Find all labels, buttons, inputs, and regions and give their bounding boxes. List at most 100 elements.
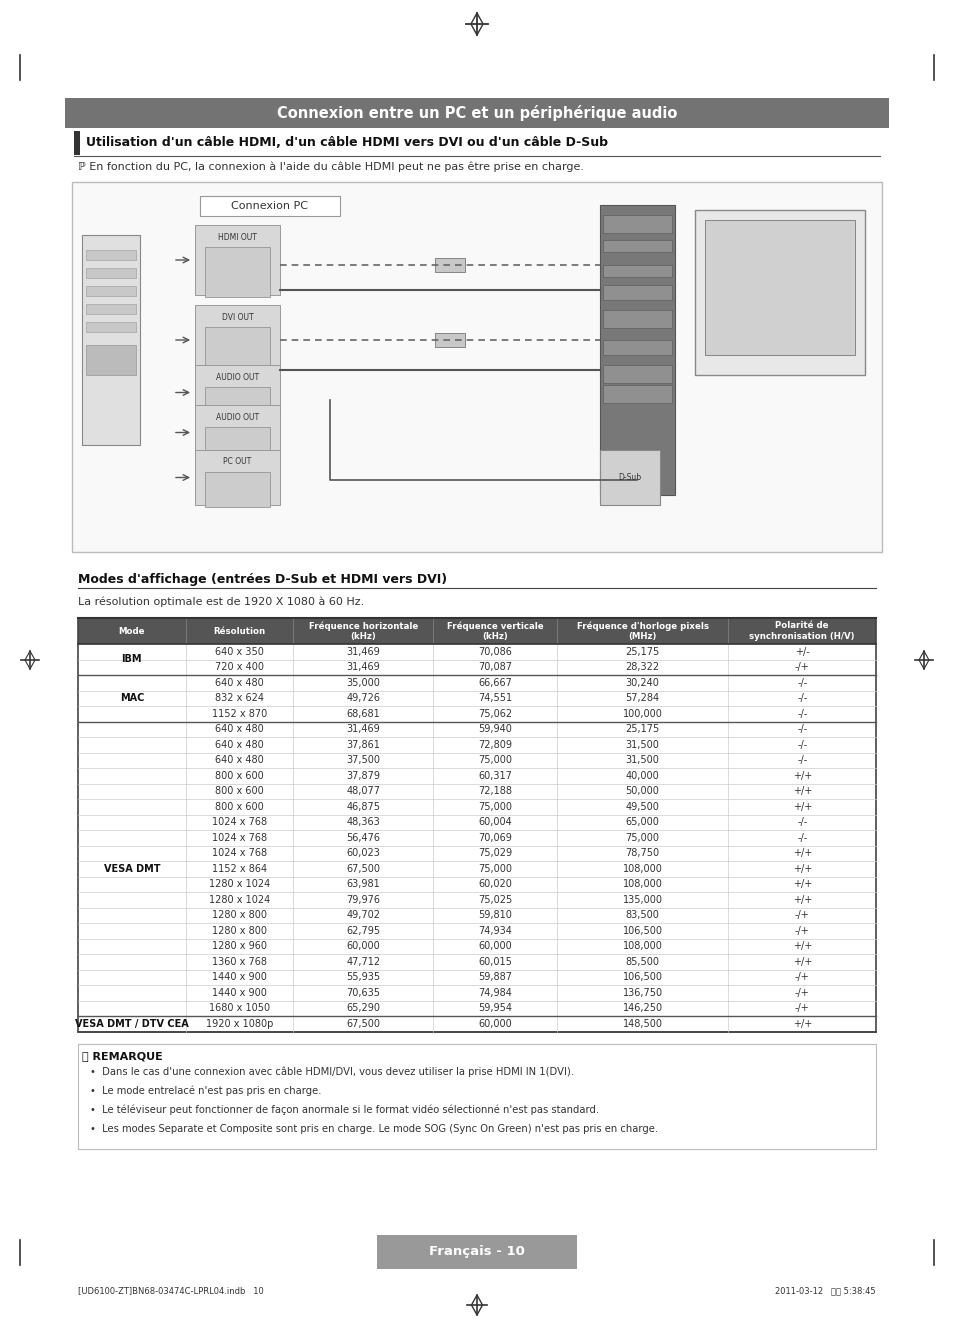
Text: -/-: -/- — [796, 709, 806, 719]
Text: +/+: +/+ — [792, 848, 811, 859]
Text: -/+: -/+ — [794, 988, 809, 997]
Bar — [602, 310, 671, 328]
Text: 720 x 400: 720 x 400 — [214, 662, 264, 672]
Bar — [78, 721, 875, 737]
Text: 1024 x 768: 1024 x 768 — [212, 818, 267, 827]
Text: Connexion entre un PC et un périphérique audio: Connexion entre un PC et un périphérique… — [276, 104, 677, 122]
Bar — [194, 305, 280, 375]
Text: 106,500: 106,500 — [622, 972, 662, 983]
Text: -/+: -/+ — [794, 972, 809, 983]
Text: VESA DMT / DTV CEA: VESA DMT / DTV CEA — [75, 1018, 189, 1029]
Text: AUDIO OUT: AUDIO OUT — [215, 412, 259, 421]
Text: 108,000: 108,000 — [622, 864, 661, 873]
Bar — [78, 799, 875, 815]
Text: 70,086: 70,086 — [477, 647, 512, 657]
Text: 1152 x 870: 1152 x 870 — [212, 709, 267, 719]
Text: 85,500: 85,500 — [625, 956, 659, 967]
Text: 100,000: 100,000 — [622, 709, 661, 719]
Bar — [435, 258, 464, 272]
Text: -/-: -/- — [796, 818, 806, 827]
Bar — [376, 1235, 577, 1269]
Text: Fréquence verticale
(kHz): Fréquence verticale (kHz) — [446, 621, 542, 641]
Text: 75,000: 75,000 — [477, 802, 512, 811]
Text: 60,004: 60,004 — [477, 818, 512, 827]
Text: PC OUT: PC OUT — [223, 457, 252, 466]
Text: +/+: +/+ — [792, 1018, 811, 1029]
Text: Connexion PC: Connexion PC — [232, 201, 308, 211]
Bar — [78, 815, 875, 830]
Text: 800 x 600: 800 x 600 — [215, 786, 264, 797]
Text: 65,290: 65,290 — [346, 1003, 380, 1013]
Text: 72,809: 72,809 — [477, 740, 512, 750]
Text: 1440 x 900: 1440 x 900 — [212, 972, 267, 983]
Text: 136,750: 136,750 — [622, 988, 662, 997]
Text: 74,551: 74,551 — [477, 694, 512, 703]
Text: 59,940: 59,940 — [477, 724, 512, 734]
Text: 60,015: 60,015 — [477, 956, 512, 967]
Text: 135,000: 135,000 — [622, 894, 662, 905]
Bar — [86, 304, 136, 314]
Text: Français - 10: Français - 10 — [429, 1246, 524, 1259]
Bar — [599, 450, 659, 505]
Text: ⓘ REMARQUE: ⓘ REMARQUE — [82, 1052, 163, 1062]
Bar — [78, 659, 875, 675]
Text: 640 x 350: 640 x 350 — [215, 647, 264, 657]
Text: 1280 x 1024: 1280 x 1024 — [209, 894, 270, 905]
Bar — [78, 618, 875, 1032]
Text: -/-: -/- — [796, 832, 806, 843]
Text: 56,476: 56,476 — [346, 832, 380, 843]
Bar — [78, 783, 875, 799]
Text: •  Le téléviseur peut fonctionner de façon anormale si le format vidéo sélection: • Le téléviseur peut fonctionner de faço… — [90, 1104, 598, 1115]
Bar — [78, 845, 875, 861]
Text: 146,250: 146,250 — [622, 1003, 662, 1013]
Text: -/+: -/+ — [794, 662, 809, 672]
Text: +/-: +/- — [794, 647, 809, 657]
Text: 74,934: 74,934 — [477, 926, 512, 935]
Polygon shape — [25, 651, 35, 668]
Text: -/-: -/- — [796, 756, 806, 765]
Text: 1280 x 800: 1280 x 800 — [212, 910, 267, 921]
Bar — [205, 328, 270, 376]
Text: +/+: +/+ — [792, 770, 811, 781]
Bar — [602, 266, 671, 277]
Text: La résolution optimale est de 1920 X 1080 à 60 Hz.: La résolution optimale est de 1920 X 108… — [78, 597, 364, 608]
Text: 66,667: 66,667 — [477, 678, 512, 688]
Text: 62,795: 62,795 — [346, 926, 380, 935]
Text: 75,000: 75,000 — [477, 756, 512, 765]
Bar — [194, 365, 280, 420]
Text: •  Le mode entrelacé n'est pas pris en charge.: • Le mode entrelacé n'est pas pris en ch… — [90, 1086, 321, 1095]
Text: 1280 x 1024: 1280 x 1024 — [209, 880, 270, 889]
Text: 49,500: 49,500 — [625, 802, 659, 811]
Text: 25,175: 25,175 — [625, 724, 659, 734]
Bar — [78, 691, 875, 705]
Bar — [602, 215, 671, 232]
Text: 57,284: 57,284 — [625, 694, 659, 703]
Text: 1920 x 1080p: 1920 x 1080p — [206, 1018, 273, 1029]
Bar — [71, 182, 882, 552]
Bar — [205, 247, 270, 297]
Text: 800 x 600: 800 x 600 — [215, 802, 264, 811]
Text: 31,469: 31,469 — [346, 662, 379, 672]
Text: 70,069: 70,069 — [477, 832, 512, 843]
Bar — [78, 737, 875, 753]
Text: -/-: -/- — [796, 678, 806, 688]
Text: 108,000: 108,000 — [622, 942, 661, 951]
Text: 37,879: 37,879 — [346, 770, 380, 781]
Bar — [602, 339, 671, 355]
Text: 1280 x 800: 1280 x 800 — [212, 926, 267, 935]
Text: 148,500: 148,500 — [622, 1018, 662, 1029]
Text: •  Les modes Separate et Composite sont pris en charge. Le mode SOG (Sync On Gre: • Les modes Separate et Composite sont p… — [90, 1123, 658, 1133]
Text: 46,875: 46,875 — [346, 802, 380, 811]
Text: -/+: -/+ — [794, 926, 809, 935]
Text: Utilisation d'un câble HDMI, d'un câble HDMI vers DVI ou d'un câble D-Sub: Utilisation d'un câble HDMI, d'un câble … — [86, 136, 607, 149]
Text: HDMI OUT: HDMI OUT — [218, 232, 256, 242]
Text: 60,000: 60,000 — [346, 942, 379, 951]
Bar — [78, 1044, 875, 1148]
Text: 49,726: 49,726 — [346, 694, 380, 703]
Text: -/-: -/- — [796, 740, 806, 750]
Text: D-Sub: D-Sub — [618, 473, 640, 482]
Bar — [205, 387, 270, 421]
Bar — [78, 923, 875, 938]
Text: -/-: -/- — [796, 694, 806, 703]
Bar — [704, 221, 854, 355]
